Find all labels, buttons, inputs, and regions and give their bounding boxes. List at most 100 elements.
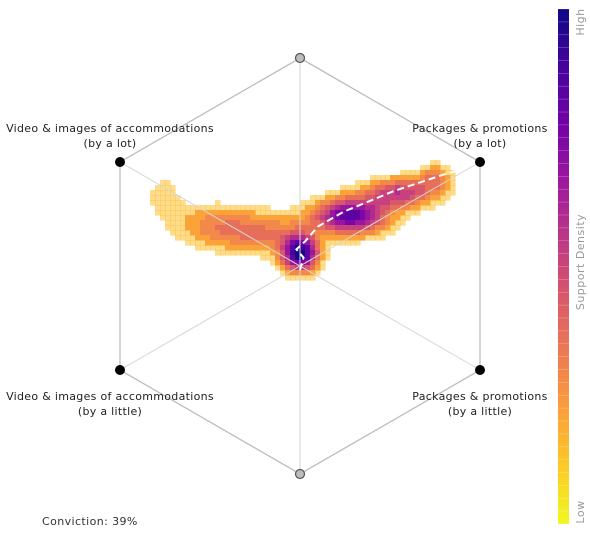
density-cell xyxy=(195,225,201,231)
density-cell xyxy=(415,175,421,181)
vertex-label: Packages & promotions xyxy=(412,390,547,403)
density-cell xyxy=(345,220,351,226)
density-cell xyxy=(430,160,436,166)
density-cell xyxy=(415,210,421,216)
density-cell xyxy=(215,200,221,206)
density-cell xyxy=(255,225,261,231)
density-cell xyxy=(285,265,291,271)
density-cell xyxy=(410,185,416,191)
density-cell xyxy=(170,195,176,201)
density-cell xyxy=(405,180,411,186)
density-cell xyxy=(335,230,341,236)
density-cell xyxy=(310,240,316,246)
density-cell xyxy=(435,170,441,176)
density-cell xyxy=(410,210,416,216)
density-cell xyxy=(390,190,396,196)
density-cell xyxy=(280,235,286,241)
density-cell xyxy=(425,205,431,211)
density-cell xyxy=(450,180,456,186)
density-cell xyxy=(345,215,351,221)
density-cell xyxy=(290,230,296,236)
density-cell xyxy=(325,235,331,241)
density-cell xyxy=(410,190,416,196)
density-cell xyxy=(355,240,361,246)
density-cell xyxy=(405,185,411,191)
density-cell xyxy=(350,215,356,221)
density-cell xyxy=(425,165,431,171)
density-cell xyxy=(200,220,206,226)
density-cell xyxy=(365,235,371,241)
density-cell xyxy=(175,225,181,231)
density-cell xyxy=(175,220,181,226)
density-cell xyxy=(280,250,286,256)
density-cell xyxy=(355,195,361,201)
density-cell xyxy=(390,195,396,201)
density-cell xyxy=(285,240,291,246)
density-cell xyxy=(425,180,431,186)
vertex-label: (by a lot) xyxy=(84,137,137,150)
density-cell xyxy=(180,220,186,226)
density-cell xyxy=(435,190,441,196)
density-cell xyxy=(240,250,246,256)
density-cell xyxy=(320,260,326,266)
density-cell xyxy=(370,175,376,181)
density-cell xyxy=(290,210,296,216)
density-cell xyxy=(290,240,296,246)
density-cell xyxy=(170,200,176,206)
density-cell xyxy=(335,225,341,231)
density-cell xyxy=(260,225,266,231)
density-cell xyxy=(155,185,161,191)
density-cell xyxy=(410,200,416,206)
density-cell xyxy=(275,255,281,261)
density-cell xyxy=(405,200,411,206)
density-cell xyxy=(380,180,386,186)
density-cell xyxy=(360,205,366,211)
density-cell xyxy=(285,255,291,261)
density-cell xyxy=(290,245,296,251)
density-cell xyxy=(185,205,191,211)
density-cell xyxy=(360,185,366,191)
density-cell xyxy=(150,195,156,201)
density-cell xyxy=(320,235,326,241)
density-cell xyxy=(190,210,196,216)
density-cell xyxy=(175,210,181,216)
density-cell xyxy=(365,225,371,231)
density-cell xyxy=(245,220,251,226)
density-cell xyxy=(210,205,216,211)
density-cell xyxy=(310,215,316,221)
density-cell xyxy=(305,215,311,221)
density-cell xyxy=(385,230,391,236)
density-cell xyxy=(365,215,371,221)
vertex-label: Packages & promotions xyxy=(412,122,547,135)
density-cell xyxy=(345,195,351,201)
density-cell xyxy=(310,245,316,251)
density-cell xyxy=(425,175,431,181)
density-cell xyxy=(355,205,361,211)
density-cell xyxy=(345,185,351,191)
density-cell xyxy=(235,215,241,221)
density-cell xyxy=(180,210,186,216)
density-cell xyxy=(425,200,431,206)
density-cell xyxy=(275,220,281,226)
density-cell xyxy=(180,230,186,236)
density-cell xyxy=(375,220,381,226)
density-cell xyxy=(245,225,251,231)
density-cell xyxy=(375,185,381,191)
density-cell xyxy=(420,165,426,171)
density-cell xyxy=(375,200,381,206)
density-cell xyxy=(190,220,196,226)
density-cell xyxy=(165,205,171,211)
density-cell xyxy=(410,170,416,176)
density-cell xyxy=(165,200,171,206)
density-cell xyxy=(360,230,366,236)
density-cell xyxy=(300,250,306,256)
density-cell xyxy=(285,245,291,251)
density-cell xyxy=(420,195,426,201)
density-cell xyxy=(370,220,376,226)
density-cell xyxy=(225,240,231,246)
density-cell xyxy=(370,190,376,196)
density-cell xyxy=(360,225,366,231)
density-cell xyxy=(370,180,376,186)
density-cell xyxy=(315,205,321,211)
